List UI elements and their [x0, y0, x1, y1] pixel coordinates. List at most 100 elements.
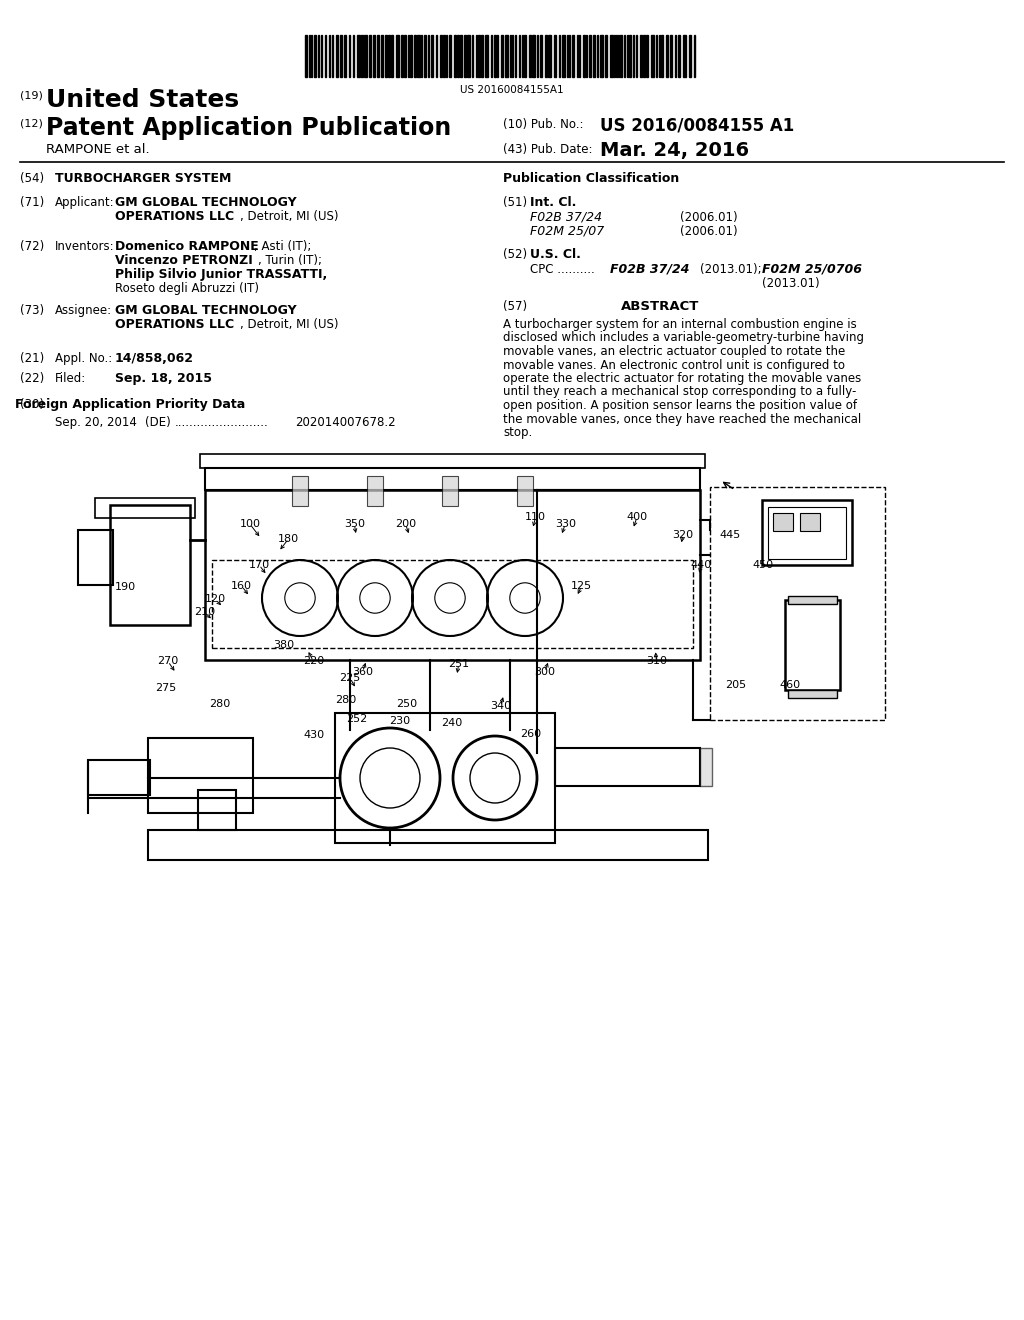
Bar: [385, 36, 387, 77]
Text: (10) Pub. No.:: (10) Pub. No.:: [503, 117, 584, 131]
Text: 250: 250: [396, 698, 417, 709]
Text: 430: 430: [304, 730, 325, 741]
Text: 380: 380: [273, 640, 294, 651]
Bar: [589, 36, 591, 77]
Bar: [662, 36, 663, 77]
Bar: [205, 490, 700, 660]
Text: 252: 252: [346, 714, 367, 725]
Text: 120: 120: [205, 594, 225, 605]
Text: Assignee:: Assignee:: [55, 304, 112, 317]
Text: F02B 37/24: F02B 37/24: [610, 263, 689, 276]
Bar: [485, 36, 488, 77]
Text: 180: 180: [279, 533, 299, 544]
Text: open position. A position sensor learns the position value of: open position. A position sensor learns …: [503, 399, 857, 412]
Text: 300: 300: [535, 667, 555, 677]
Bar: [710, 487, 885, 719]
Text: disclosed which includes a variable-geometry-turbine having: disclosed which includes a variable-geom…: [503, 331, 864, 345]
Bar: [148, 738, 253, 813]
Bar: [212, 560, 693, 648]
Bar: [785, 601, 840, 690]
Bar: [773, 513, 793, 531]
Text: 205: 205: [725, 680, 745, 690]
Text: 320: 320: [673, 529, 693, 540]
Text: 445: 445: [720, 529, 740, 540]
Bar: [388, 36, 390, 77]
Text: (73): (73): [20, 304, 44, 317]
Text: (21): (21): [20, 352, 44, 366]
Text: F02M 25/07: F02M 25/07: [530, 224, 604, 238]
Text: (51): (51): [503, 195, 527, 209]
Bar: [305, 36, 307, 77]
Text: US 20160084155A1: US 20160084155A1: [460, 84, 564, 95]
Bar: [605, 36, 607, 77]
Text: (2013.01): (2013.01): [762, 277, 819, 290]
Bar: [314, 36, 316, 77]
Text: 275: 275: [156, 682, 176, 693]
Bar: [554, 36, 556, 77]
Text: (54): (54): [20, 172, 44, 185]
Bar: [532, 36, 535, 77]
Bar: [369, 36, 371, 77]
Text: , Turin (IT);: , Turin (IT);: [258, 253, 322, 267]
Text: GM GLOBAL TECHNOLOGY: GM GLOBAL TECHNOLOGY: [115, 304, 297, 317]
Text: , Detroit, MI (US): , Detroit, MI (US): [240, 210, 339, 223]
Bar: [377, 36, 379, 77]
Bar: [800, 513, 820, 531]
Bar: [361, 36, 362, 77]
Text: Domenico RAMPONE: Domenico RAMPONE: [115, 240, 259, 253]
Text: Int. Cl.: Int. Cl.: [530, 195, 577, 209]
Bar: [88, 760, 150, 795]
Bar: [643, 36, 645, 77]
Text: (2013.01);: (2013.01);: [700, 263, 762, 276]
Bar: [344, 36, 346, 77]
Bar: [357, 36, 360, 77]
Bar: [762, 500, 852, 565]
Bar: [414, 36, 416, 77]
Text: until they reach a mechanical stop corresponding to a fully-: until they reach a mechanical stop corre…: [503, 385, 856, 399]
Text: stop.: stop.: [503, 426, 532, 440]
Bar: [646, 36, 648, 77]
Bar: [391, 36, 393, 77]
Bar: [401, 36, 403, 77]
Text: (19): (19): [20, 90, 43, 100]
Text: 160: 160: [231, 581, 252, 591]
Text: Appl. No.:: Appl. No.:: [55, 352, 113, 366]
Bar: [620, 36, 622, 77]
Text: 200: 200: [395, 519, 416, 529]
Bar: [768, 507, 846, 558]
Text: 460: 460: [779, 680, 800, 690]
Text: 270: 270: [158, 656, 178, 667]
Bar: [148, 830, 708, 861]
Text: (57): (57): [503, 300, 527, 313]
Text: OPERATIONS LLC: OPERATIONS LLC: [115, 210, 234, 223]
Text: Roseto degli Abruzzi (IT): Roseto degli Abruzzi (IT): [115, 282, 259, 294]
Bar: [600, 36, 603, 77]
Bar: [110, 506, 190, 624]
Text: CPC ..........: CPC ..........: [530, 263, 595, 276]
Bar: [678, 36, 680, 77]
Text: 125: 125: [571, 581, 592, 591]
Text: Philip Silvio Junior TRASSATTI,: Philip Silvio Junior TRASSATTI,: [115, 268, 328, 281]
Text: Sep. 18, 2015: Sep. 18, 2015: [115, 372, 212, 385]
Text: (2006.01): (2006.01): [680, 224, 737, 238]
Bar: [629, 36, 631, 77]
Text: TURBOCHARGER SYSTEM: TURBOCHARGER SYSTEM: [55, 172, 231, 185]
Bar: [555, 748, 700, 785]
Text: 202014007678.2: 202014007678.2: [295, 416, 395, 429]
Bar: [460, 36, 462, 77]
Bar: [524, 36, 526, 77]
Bar: [788, 597, 837, 605]
Text: (2006.01): (2006.01): [680, 211, 737, 224]
Bar: [683, 36, 686, 77]
Bar: [449, 36, 451, 77]
Bar: [651, 36, 654, 77]
Text: 350: 350: [344, 519, 365, 529]
Text: , Detroit, MI (US): , Detroit, MI (US): [240, 318, 339, 331]
Text: (22): (22): [20, 372, 44, 385]
Text: 400: 400: [627, 512, 647, 523]
Text: (DE): (DE): [145, 416, 171, 429]
Text: Sep. 20, 2014: Sep. 20, 2014: [55, 416, 137, 429]
Bar: [443, 36, 445, 77]
Bar: [431, 36, 433, 77]
Bar: [494, 36, 496, 77]
